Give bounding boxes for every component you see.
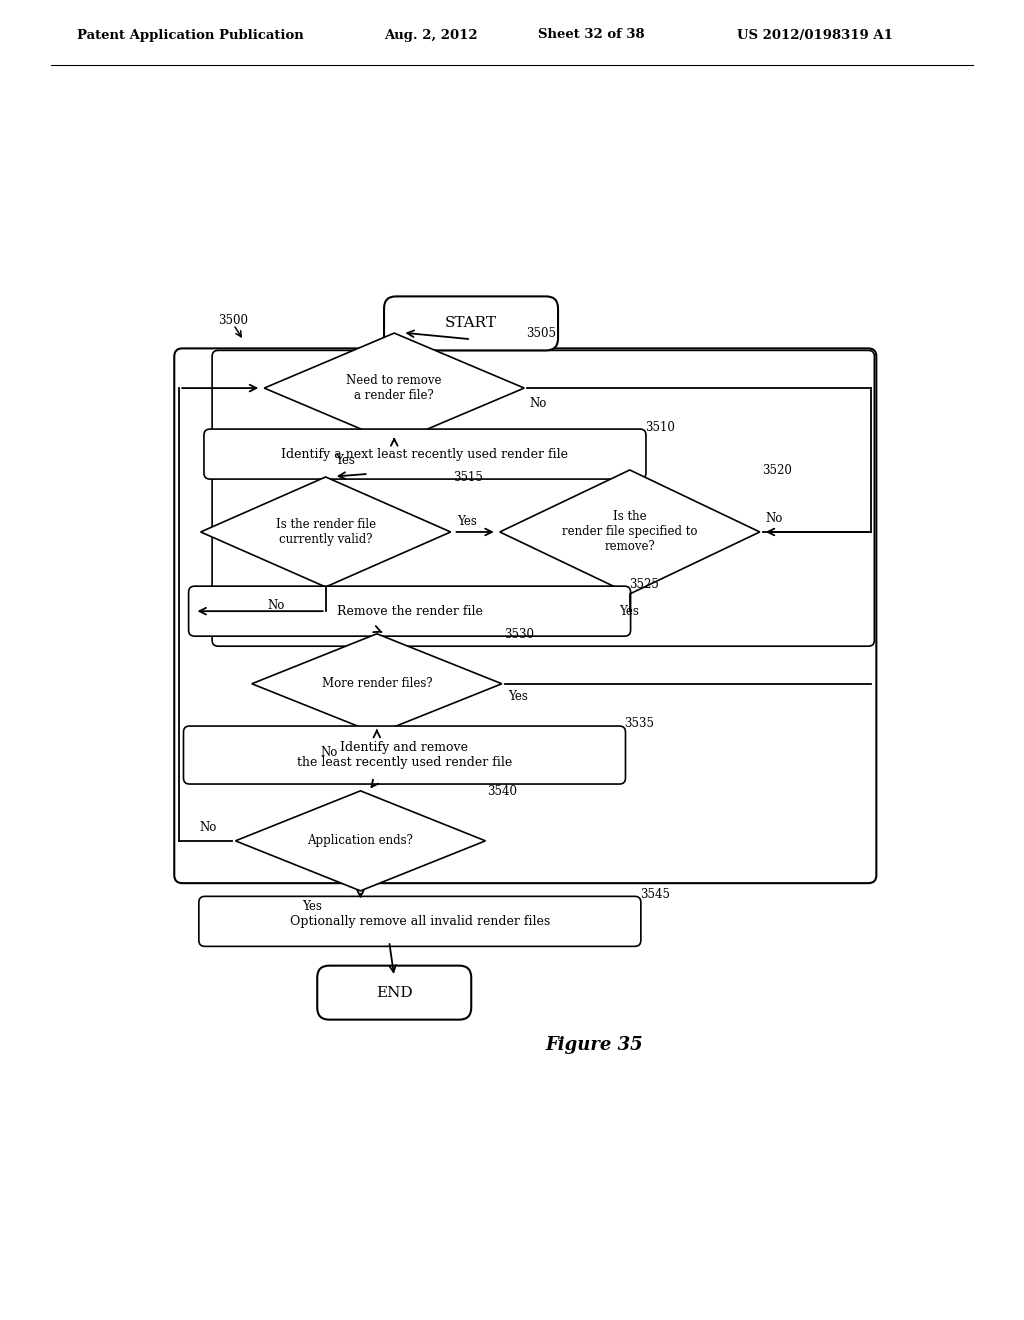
Text: Aug. 2, 2012: Aug. 2, 2012 <box>384 29 477 41</box>
FancyBboxPatch shape <box>199 896 641 946</box>
Text: Is the render file
currently valid?: Is the render file currently valid? <box>275 517 376 546</box>
Polygon shape <box>500 470 760 594</box>
Polygon shape <box>252 634 502 734</box>
Text: Yes: Yes <box>336 454 355 467</box>
FancyBboxPatch shape <box>183 726 626 784</box>
Text: 3545: 3545 <box>640 888 670 902</box>
Text: No: No <box>321 746 338 759</box>
Text: Need to remove
a render file?: Need to remove a render file? <box>346 374 442 403</box>
Text: Identify and remove
the least recently used render file: Identify and remove the least recently u… <box>297 741 512 770</box>
Text: Yes: Yes <box>457 515 476 528</box>
Text: START: START <box>445 317 497 330</box>
Text: More render files?: More render files? <box>322 677 432 690</box>
FancyBboxPatch shape <box>317 966 471 1019</box>
Text: 3540: 3540 <box>487 785 517 797</box>
Text: Optionally remove all invalid render files: Optionally remove all invalid render fil… <box>290 915 550 928</box>
Text: Patent Application Publication: Patent Application Publication <box>77 29 303 41</box>
Text: Application ends?: Application ends? <box>307 834 414 847</box>
Text: 3515: 3515 <box>453 471 482 484</box>
Text: No: No <box>529 397 547 411</box>
Text: US 2012/0198319 A1: US 2012/0198319 A1 <box>737 29 893 41</box>
Text: Yes: Yes <box>508 690 527 704</box>
FancyBboxPatch shape <box>188 586 631 636</box>
Text: Yes: Yes <box>620 605 639 618</box>
Polygon shape <box>264 333 524 444</box>
Text: Figure 35: Figure 35 <box>545 1036 643 1055</box>
Text: 3510: 3510 <box>645 421 675 434</box>
Text: No: No <box>267 599 285 612</box>
Text: No: No <box>765 512 782 525</box>
Text: 3525: 3525 <box>630 578 659 591</box>
Text: Is the
render file specified to
remove?: Is the render file specified to remove? <box>562 511 697 553</box>
Text: 3505: 3505 <box>526 327 556 341</box>
Text: 3530: 3530 <box>504 628 534 640</box>
Text: 3500: 3500 <box>218 314 248 327</box>
Text: Remove the render file: Remove the render file <box>337 605 482 618</box>
Polygon shape <box>236 791 485 891</box>
Text: Sheet 32 of 38: Sheet 32 of 38 <box>538 29 644 41</box>
FancyBboxPatch shape <box>384 297 558 350</box>
FancyBboxPatch shape <box>204 429 646 479</box>
Text: Identify a next least recently used render file: Identify a next least recently used rend… <box>282 447 568 461</box>
Text: END: END <box>376 986 413 999</box>
Text: No: No <box>200 821 217 834</box>
Text: 3520: 3520 <box>762 463 792 477</box>
Text: 3535: 3535 <box>625 717 654 730</box>
Text: Yes: Yes <box>302 900 322 913</box>
Polygon shape <box>201 477 451 587</box>
